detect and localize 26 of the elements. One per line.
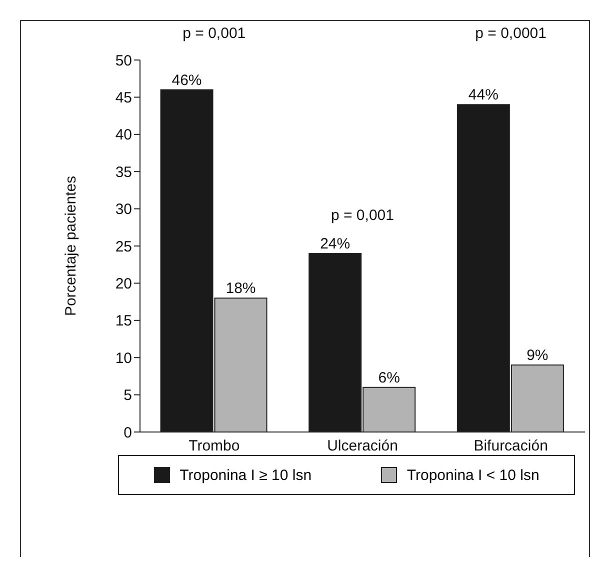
y-tick-label: 25 bbox=[115, 238, 132, 256]
y-tick-label: 35 bbox=[115, 164, 132, 181]
y-tick-label: 20 bbox=[115, 276, 132, 293]
text: p = 0,001 bbox=[182, 25, 247, 42]
data-label: 9% bbox=[526, 347, 548, 364]
x-tick-label: Bifurcación bbox=[474, 438, 548, 455]
y-tick-label: 45 bbox=[115, 90, 132, 107]
data-label: 46% bbox=[172, 72, 202, 89]
legend-label: Troponina I ≥ 10 lsn bbox=[180, 466, 312, 484]
annotation: p = 0,001 bbox=[330, 207, 395, 224]
x-tick-label: Ulceración bbox=[327, 438, 398, 455]
y-axis-title: Porcentaje pacientes bbox=[62, 176, 80, 316]
y-tick-label: 10 bbox=[115, 350, 132, 367]
y-tick-label: 5 bbox=[124, 387, 132, 404]
y-tick-label: 0 bbox=[124, 424, 132, 442]
y-tick-label: 15 bbox=[115, 312, 132, 330]
text: p = 0,0001 bbox=[474, 25, 548, 42]
data-label: 44% bbox=[468, 86, 498, 104]
x-tick-label: Trombo bbox=[188, 438, 240, 455]
data-label: 6% bbox=[378, 369, 400, 386]
legend-label: Troponina I < 10 lsn bbox=[406, 466, 540, 484]
data-label: 18% bbox=[226, 280, 256, 298]
y-tick-label: 50 bbox=[115, 52, 132, 70]
y-tick-label: 30 bbox=[115, 201, 132, 218]
y-tick-label: 40 bbox=[115, 126, 132, 144]
data-label: 24% bbox=[320, 235, 350, 252]
